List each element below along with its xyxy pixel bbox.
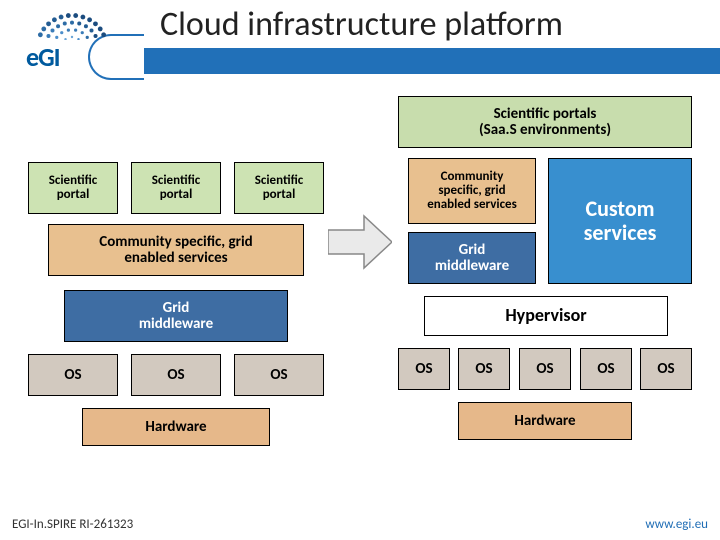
logo-text: eGI — [8, 41, 138, 73]
title-banner — [120, 48, 720, 74]
right-hardware-box: Hardware — [458, 402, 632, 440]
architecture-diagram: ScientificportalScientificportalScientif… — [28, 96, 692, 491]
right-os-box: OS — [458, 348, 510, 390]
logo-dots-icon — [8, 2, 138, 45]
footer-project-id: EGI-In.SPIRE RI-261323 — [12, 517, 133, 532]
right-community-box: Communityspecific, gridenabled services — [408, 158, 536, 224]
left-os-box: OS — [28, 354, 118, 396]
right-os-box: OS — [398, 348, 450, 390]
left-os-box: OS — [234, 354, 324, 396]
footer-url: www.egi.eu — [645, 517, 708, 532]
right-grid-middleware-box: Gridmiddleware — [408, 232, 536, 284]
right-saas-box: Scientific portals(Saa.S environments) — [398, 96, 692, 148]
left-portal-box: Scientificportal — [131, 162, 221, 214]
left-hardware-box: Hardware — [82, 408, 270, 446]
left-portal-box: Scientificportal — [28, 162, 118, 214]
slide-title: Cloud infrastructure platform — [160, 4, 563, 45]
right-os-box: OS — [580, 348, 632, 390]
egi-logo: eGI — [8, 2, 138, 72]
right-os-box: OS — [519, 348, 571, 390]
left-os-box: OS — [131, 354, 221, 396]
arrow-right-icon — [328, 214, 392, 275]
right-hypervisor-box: Hypervisor — [424, 296, 668, 336]
left-community-box: Community specific, gridenabled services — [48, 224, 304, 276]
right-os-box: OS — [640, 348, 692, 390]
slide-header: Cloud infrastructure platform eGI — [0, 0, 720, 80]
left-grid-middleware-box: Gridmiddleware — [64, 290, 288, 342]
left-portal-box: Scientificportal — [234, 162, 324, 214]
right-custom-services-box: Customservices — [548, 158, 692, 284]
